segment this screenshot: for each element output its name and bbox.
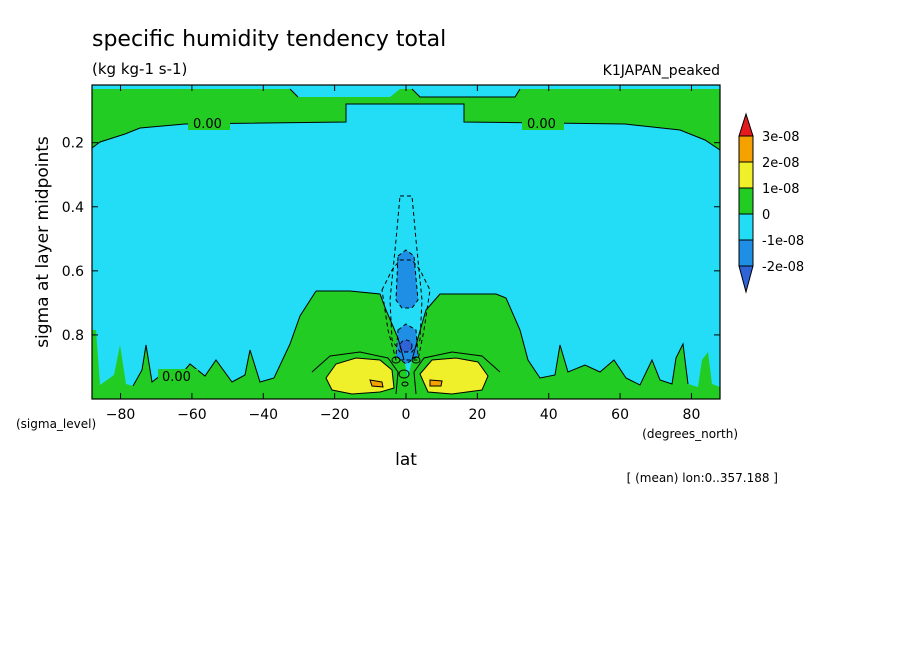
contour-label: 0.00: [193, 117, 222, 132]
contour-lines: [92, 88, 720, 395]
colorbar-top-arrow: [738, 112, 754, 137]
x-tick-label: −40: [248, 407, 278, 423]
x-tick-label: 80: [683, 407, 701, 423]
colorbar-label: -1e-08: [762, 234, 804, 249]
colorbar-box: [738, 239, 754, 267]
dataset-label: K1JAPAN_peaked: [603, 63, 720, 79]
contour-label: 0.00: [162, 370, 191, 385]
region-cyan-main: [92, 104, 720, 387]
region-blue-column: [396, 250, 418, 308]
colorbar-box: [738, 161, 754, 189]
contour-labels: 0.00 0.00 0.00: [158, 116, 564, 385]
y-axis: 0.2 0.4 0.6 0.8: [62, 136, 720, 344]
x-tick-label: 20: [468, 407, 486, 423]
x-tick-label: −80: [106, 407, 136, 423]
colorbar-label: 2e-08: [762, 156, 800, 171]
chart-units: (kg kg-1 s-1): [92, 60, 187, 78]
negative-contour-lines: [381, 195, 431, 365]
footnote: [ (mean) lon:0..357.188 ]: [627, 471, 778, 485]
y-unit-label: (sigma_level): [16, 417, 96, 431]
x-tick-label: 40: [540, 407, 558, 423]
colorbar-label: 1e-08: [762, 182, 800, 197]
x-tick-label: 60: [611, 407, 629, 423]
region-yellow-right: [420, 358, 488, 394]
chart-title: specific humidity tendency total: [92, 27, 446, 52]
region-orange-right: [430, 380, 442, 386]
x-axis-label: lat: [395, 450, 417, 470]
x-tick-label: −20: [320, 407, 350, 423]
contour-label: 0.00: [527, 117, 556, 132]
y-tick-label: 0.2: [62, 136, 84, 152]
y-axis-label: sigma at layer midpoints: [33, 136, 53, 348]
colorbar: 3e-08 2e-08 1e-08 0 -1e-08 -2e-08: [738, 112, 804, 294]
colorbar-label: 3e-08: [762, 130, 800, 145]
region-blue-core: [400, 340, 412, 352]
y-tick-label: 0.4: [62, 200, 84, 216]
x-unit-label: (degrees_north): [642, 427, 738, 441]
colorbar-box: [738, 213, 754, 241]
y-tick-label: 0.6: [62, 264, 84, 280]
colorbar-box: [738, 135, 754, 163]
x-tick-label: −60: [177, 407, 207, 423]
x-axis: −80 −60 −40 −20 0 20 40 60 80: [106, 85, 701, 423]
colorbar-bottom-arrow: [738, 265, 754, 294]
colorbar-label: -2e-08: [762, 260, 804, 275]
region-cyan-top-strip: [92, 85, 720, 97]
y-tick-label: 0.8: [62, 328, 84, 344]
x-tick-label: 0: [402, 407, 411, 423]
plot-area: 0.00 0.00 0.00: [92, 85, 720, 399]
colorbar-box: [738, 187, 754, 215]
colorbar-label: 0: [762, 208, 770, 223]
